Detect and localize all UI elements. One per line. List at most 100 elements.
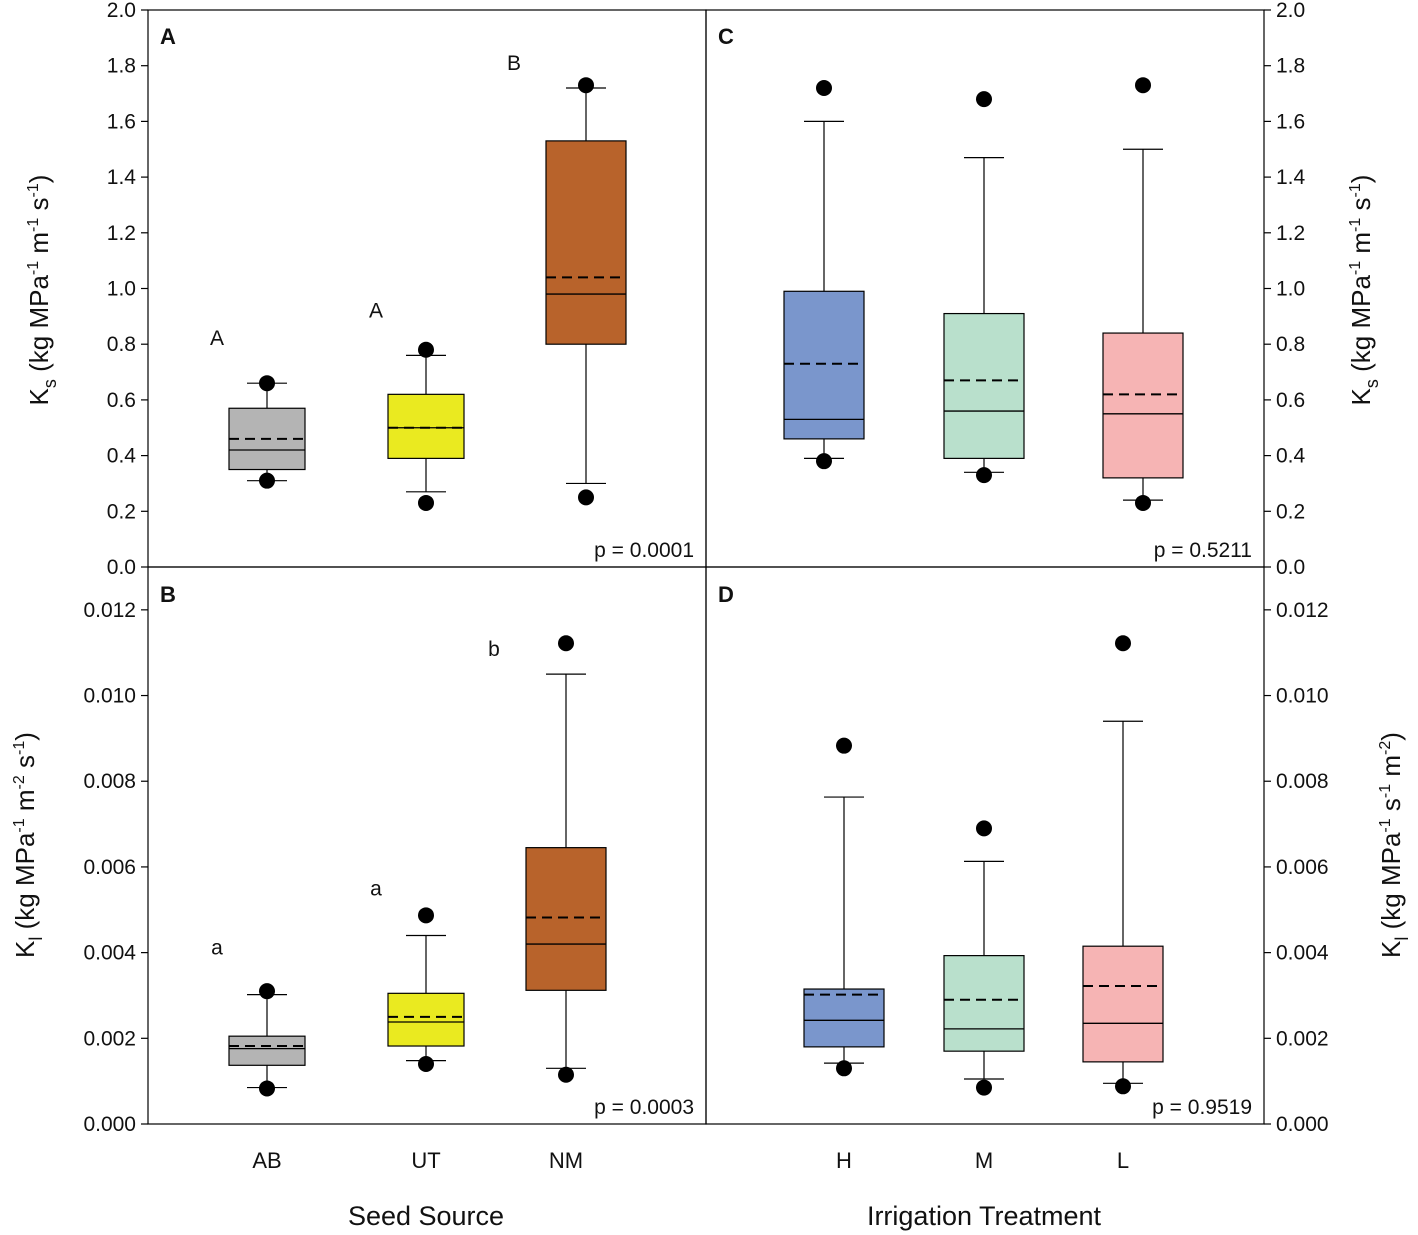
y-tick-label: 0.2 (1276, 500, 1305, 523)
y-tick-label: 1.0 (1276, 278, 1305, 301)
box-body (943, 955, 1025, 1052)
y-tick-label: 1.8 (1276, 55, 1305, 78)
outlier-point (418, 907, 434, 924)
p-value-label: p = 0.5211 (1154, 539, 1252, 562)
outlier-point (259, 1080, 275, 1097)
panel-B: 0.000 0.002 0.004 0.006 0.008 0.010 0.012 Bp = … (83, 566, 707, 1173)
outlier-point (836, 737, 852, 754)
outlier-point (1115, 1078, 1131, 1095)
p-value-label: p = 0.0003 (594, 1096, 694, 1119)
y-tick-label: 0.010 (83, 685, 136, 708)
y-tick-label: 0.008 (83, 770, 136, 793)
box-M (943, 820, 1025, 1096)
panel-letter-label: D (718, 582, 734, 607)
box-body (803, 988, 885, 1048)
box-body (943, 312, 1025, 459)
significance-letter: A (369, 299, 383, 322)
outlier-point (259, 375, 275, 392)
box-L (1102, 77, 1184, 511)
significance-letter: b (488, 638, 500, 661)
y-tick-label: 1.0 (107, 278, 136, 301)
box-body (525, 847, 607, 991)
box-NM: b (488, 635, 607, 1083)
panel-letter-label: A (160, 24, 176, 49)
y-tick-label: 1.8 (107, 55, 136, 78)
y-tick-label: 0.010 (1276, 685, 1329, 708)
y-tick-label: 0.012 (1276, 599, 1329, 622)
bottom-left-y-axis-title: Kl (kg MPa-1 m-2 s-1) (10, 732, 46, 958)
box-body (387, 992, 465, 1047)
y-tick-label: 2.0 (107, 0, 136, 22)
y-tick-label: 0.002 (83, 1027, 136, 1050)
y-tick-label: 2.0 (1276, 0, 1305, 22)
box-H (803, 737, 885, 1077)
box-UT: A (369, 299, 465, 511)
box-M (943, 91, 1025, 484)
box-L (1082, 635, 1164, 1095)
y-tick-label: 1.4 (107, 166, 137, 189)
y-tick-label: 0.6 (107, 389, 136, 412)
y-tick-label: 1.6 (107, 110, 136, 133)
outlier-point (976, 91, 992, 108)
x-category-label: UT (411, 1148, 440, 1173)
outlier-point (1135, 494, 1151, 511)
outlier-point (558, 1066, 574, 1083)
bottom-right-y-axis-title: Kl (kg MPa-1 s-1 m-2) (1376, 732, 1412, 958)
y-tick-label: 0.6 (1276, 389, 1305, 412)
outlier-point (976, 467, 992, 484)
right-x-axis-title: Irrigation Treatment (867, 1201, 1102, 1231)
p-value-label: p = 0.0001 (594, 539, 694, 562)
p-value-label: p = 0.9519 (1152, 1096, 1252, 1119)
outlier-point (259, 472, 275, 489)
panel-C: 0.0 0.2 0.4 0.6 0.8 1.0 1.2 1.4 1.6 1.8 2.0 Cp = 0.… (705, 0, 1306, 579)
panel-letter-label: B (160, 582, 176, 607)
outlier-point (976, 820, 992, 837)
outlier-point (1135, 77, 1151, 94)
y-tick-label: 0.4 (1276, 445, 1306, 468)
top-left-y-axis-title: Ks (kg MPa-1 m-1 s-1) (24, 175, 60, 406)
outlier-point (418, 494, 434, 511)
box-body (228, 1035, 306, 1066)
x-category-label: AB (252, 1148, 281, 1173)
outlier-point (578, 77, 594, 94)
panel-frame (705, 566, 1265, 1125)
box-AB: A (210, 327, 306, 489)
outlier-point (578, 489, 594, 506)
y-tick-label: 0.006 (1276, 856, 1329, 879)
y-tick-label: 0.008 (1276, 770, 1329, 793)
box-body (387, 393, 465, 459)
outlier-point (1115, 635, 1131, 652)
y-tick-label: 0.0 (1276, 556, 1305, 579)
outlier-point (418, 1056, 434, 1073)
y-tick-label: 1.6 (1276, 110, 1305, 133)
panels: 0.0 0.2 0.4 0.6 0.8 1.0 1.2 1.4 1.6 1.8 2.0 Ap = 0.… (83, 0, 1328, 1173)
y-tick-label: 0.004 (1276, 942, 1329, 965)
box-H (783, 79, 865, 470)
significance-letter: a (370, 877, 382, 900)
y-tick-label: 0.004 (83, 942, 136, 965)
y-tick-label: 0.012 (83, 599, 136, 622)
y-tick-label: 0.8 (107, 333, 136, 356)
y-tick-label: 1.2 (1276, 222, 1305, 245)
y-tick-label: 0.002 (1276, 1027, 1329, 1050)
outlier-point (816, 79, 832, 96)
significance-letter: B (507, 52, 521, 75)
box-AB: a (211, 937, 306, 1097)
x-category-label: NM (549, 1148, 583, 1173)
left-x-axis-title: Seed Source (348, 1201, 504, 1231)
y-tick-label: 0.4 (107, 445, 137, 468)
y-tick-label: 0.0 (107, 556, 136, 579)
box-NM: B (507, 52, 627, 506)
y-tick-label: 0.2 (107, 500, 136, 523)
significance-letter: a (211, 937, 223, 960)
outlier-point (418, 341, 434, 358)
y-tick-label: 0.006 (83, 856, 136, 879)
significance-letter: A (210, 327, 224, 350)
y-tick-label: 0.8 (1276, 333, 1305, 356)
x-category-label: L (1117, 1148, 1129, 1173)
y-tick-label: 1.4 (1276, 166, 1306, 189)
panel-A: 0.0 0.2 0.4 0.6 0.8 1.0 1.2 1.4 1.6 1.8 2.0 Ap = 0.… (107, 0, 707, 579)
panel-letter-label: C (718, 24, 734, 49)
panel-D: 0.000 0.002 0.004 0.006 0.008 0.010 0.012 Dp = … (705, 566, 1329, 1173)
top-right-y-axis-title: Ks (kg MPa-1 m-1 s-1) (1346, 175, 1382, 406)
